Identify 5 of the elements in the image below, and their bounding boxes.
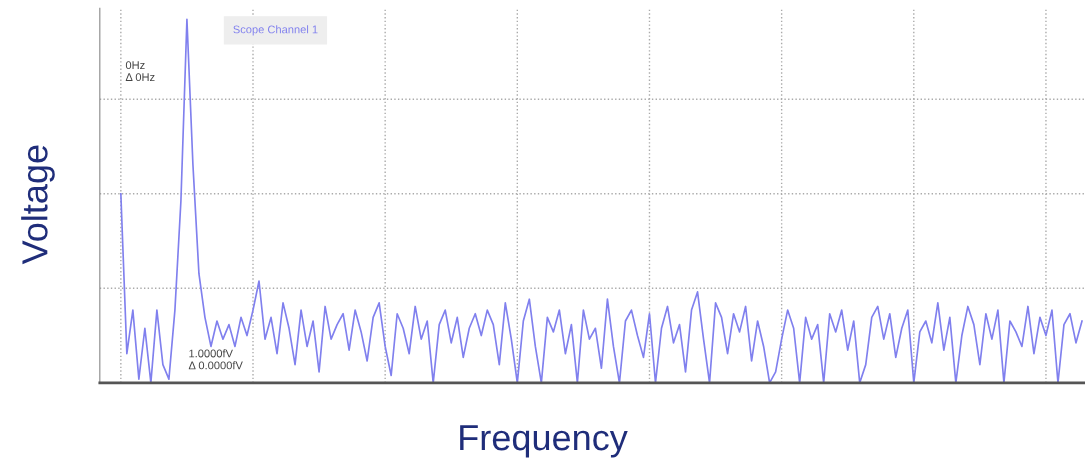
y-axis-title: Voltage [21, 145, 55, 265]
annotation: 0Hz Δ 0Hz [125, 61, 155, 82]
x-axis-title: Frequency [460, 425, 628, 458]
annotation: 1.0000fV Δ 0.0000fV [188, 349, 243, 370]
text: Scope Channel 1 [233, 25, 318, 36]
